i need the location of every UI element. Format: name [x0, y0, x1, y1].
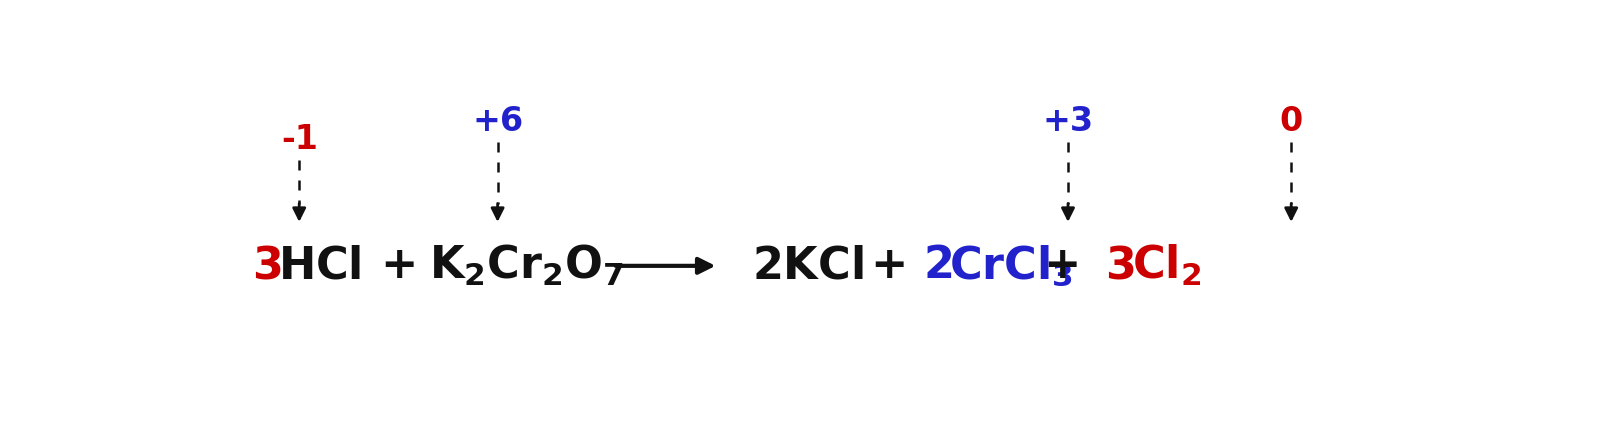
Text: -1: -1 — [280, 122, 318, 156]
Text: $\mathbf{+}$: $\mathbf{+}$ — [1043, 244, 1078, 287]
Text: $\mathbf{+}$: $\mathbf{+}$ — [379, 244, 414, 287]
Text: $\mathbf{K_2Cr_2O_7}$: $\mathbf{K_2Cr_2O_7}$ — [429, 243, 624, 288]
Text: $\mathbf{+}$: $\mathbf{+}$ — [870, 244, 904, 287]
Text: $\mathbf{CrCl_3}$: $\mathbf{CrCl_3}$ — [949, 243, 1074, 288]
Text: 0: 0 — [1280, 105, 1302, 138]
Text: $\mathbf{2KCl}$: $\mathbf{2KCl}$ — [752, 244, 864, 287]
Text: $\mathbf{HCl}$: $\mathbf{HCl}$ — [278, 244, 362, 287]
Text: $\mathbf{2}$: $\mathbf{2}$ — [923, 244, 952, 287]
Text: +6: +6 — [472, 105, 523, 138]
Text: +3: +3 — [1043, 105, 1093, 138]
Text: $\mathbf{Cl_2}$: $\mathbf{Cl_2}$ — [1133, 243, 1202, 288]
Text: $\mathbf{3}$: $\mathbf{3}$ — [253, 244, 282, 287]
Text: $\mathbf{3}$: $\mathbf{3}$ — [1106, 244, 1134, 287]
